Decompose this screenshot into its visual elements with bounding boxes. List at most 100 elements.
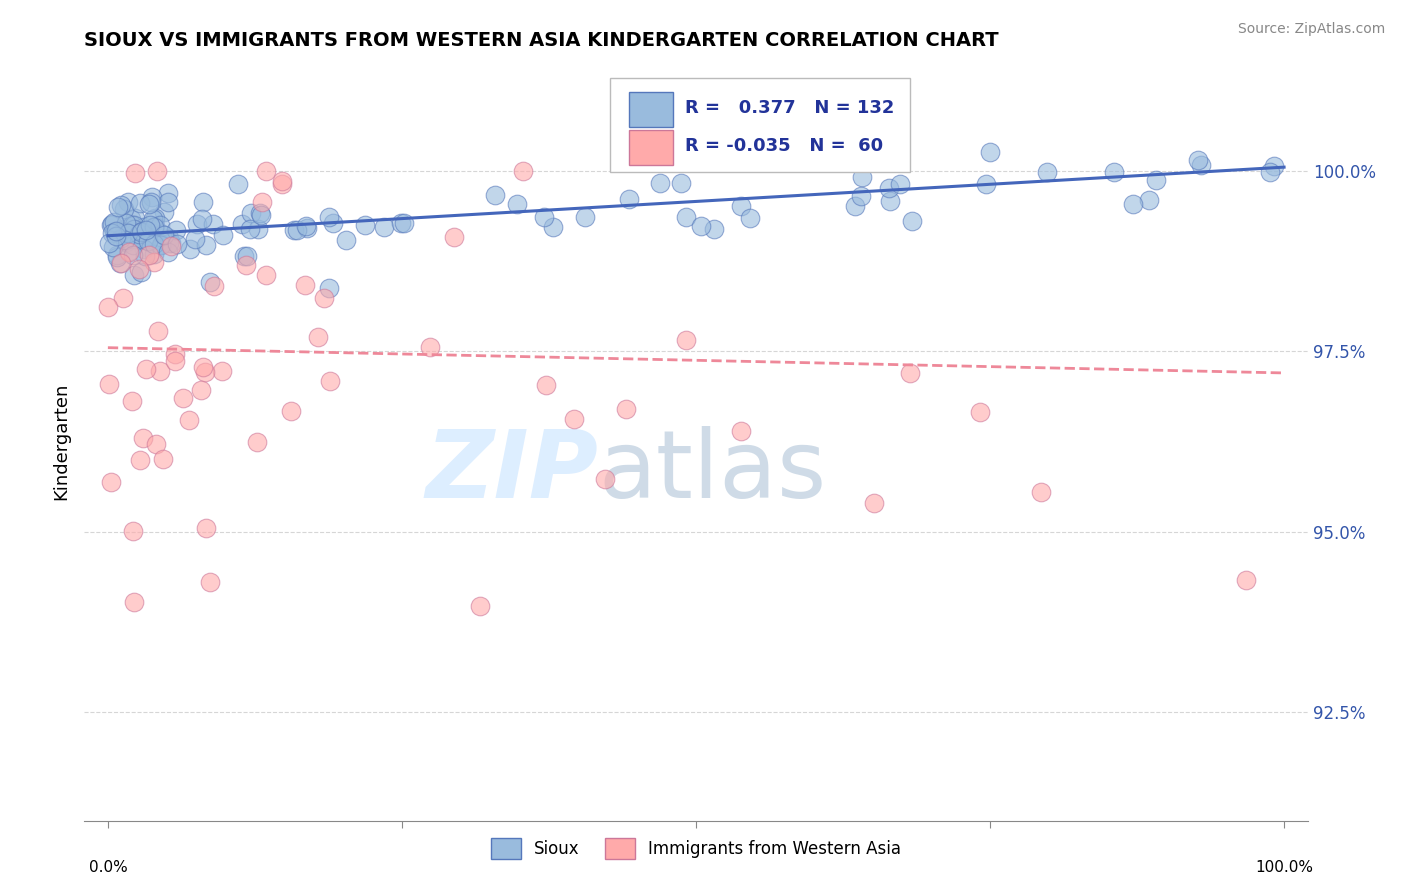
Point (128, 261, 150, 276)
Point (153, 205, 176, 219)
Point (194, 365, 217, 379)
Point (1029, 485, 1052, 500)
Legend: Sioux, Immigrants from Western Asia: Sioux, Immigrants from Western Asia (484, 831, 908, 865)
Point (152, 451, 174, 466)
Y-axis label: Kindergarten: Kindergarten (52, 383, 70, 500)
Point (484, 188, 506, 202)
Point (900, 366, 922, 380)
Point (270, 174, 292, 188)
Point (124, 218, 146, 232)
Point (134, 249, 156, 263)
Point (117, 195, 139, 210)
Point (122, 248, 145, 262)
Point (738, 211, 761, 225)
Point (98, 376, 121, 391)
Point (142, 246, 165, 260)
FancyBboxPatch shape (628, 130, 672, 165)
Point (149, 238, 172, 252)
Point (198, 574, 221, 589)
Point (307, 330, 329, 344)
Point (138, 196, 160, 211)
Point (249, 206, 271, 220)
Point (105, 251, 128, 265)
Point (103, 225, 125, 239)
Point (863, 496, 886, 510)
Point (124, 211, 146, 225)
Point (124, 595, 146, 609)
Point (146, 163, 169, 178)
Point (150, 227, 173, 241)
Point (157, 245, 180, 260)
Point (849, 188, 872, 202)
Text: atlas: atlas (598, 425, 827, 518)
Point (730, 424, 752, 438)
Point (202, 278, 225, 293)
Point (128, 452, 150, 467)
Point (228, 177, 250, 191)
Point (533, 210, 555, 224)
Point (117, 226, 139, 240)
Point (616, 401, 638, 416)
Point (143, 219, 166, 234)
Point (703, 222, 725, 236)
Point (285, 223, 308, 237)
Point (112, 222, 135, 236)
Point (271, 177, 294, 191)
Point (1189, 159, 1212, 173)
Point (129, 195, 152, 210)
Point (149, 218, 172, 232)
Point (294, 278, 316, 293)
Text: 0.0%: 0.0% (89, 861, 128, 875)
Point (389, 216, 412, 230)
Point (135, 233, 157, 247)
Point (110, 256, 132, 270)
Point (212, 227, 235, 242)
Point (191, 359, 214, 374)
Point (844, 199, 866, 213)
Point (236, 249, 259, 263)
Point (179, 413, 201, 427)
Point (851, 169, 873, 184)
Point (232, 249, 254, 263)
Point (172, 391, 194, 405)
Point (114, 233, 136, 247)
Point (121, 393, 143, 408)
Point (165, 223, 187, 237)
Point (1234, 573, 1257, 587)
Point (131, 225, 153, 239)
Point (675, 211, 697, 225)
Point (124, 231, 146, 245)
Point (353, 218, 375, 232)
Point (104, 224, 127, 238)
Point (107, 200, 129, 214)
Point (297, 221, 319, 235)
Point (974, 178, 997, 192)
Point (120, 212, 142, 227)
Point (239, 206, 262, 220)
Point (122, 238, 145, 252)
Point (112, 202, 135, 216)
Point (1137, 194, 1160, 208)
Point (184, 231, 207, 245)
Point (419, 340, 441, 354)
Point (186, 217, 208, 231)
Point (100, 219, 122, 233)
Point (617, 193, 640, 207)
Point (160, 239, 183, 253)
Point (191, 195, 214, 210)
Point (247, 222, 270, 236)
Point (143, 219, 166, 234)
Point (166, 236, 188, 251)
Point (150, 236, 173, 251)
Point (211, 364, 233, 378)
Point (689, 219, 711, 234)
Point (141, 195, 163, 210)
Point (143, 237, 166, 252)
Point (124, 166, 146, 180)
Point (730, 199, 752, 213)
Point (648, 176, 671, 190)
Point (105, 248, 128, 262)
Point (312, 291, 335, 305)
Point (136, 234, 159, 248)
Point (143, 211, 166, 225)
